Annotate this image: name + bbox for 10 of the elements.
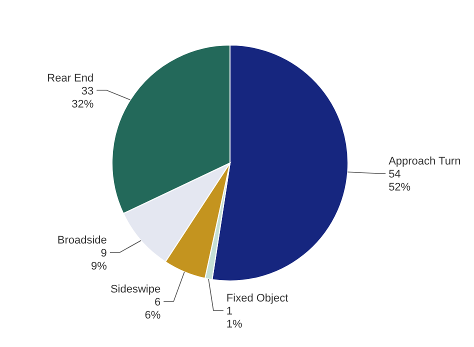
data-label: 6 6% bbox=[144, 296, 161, 322]
data-label: 54 52% bbox=[388, 168, 411, 194]
data-label: 33 32% bbox=[72, 85, 94, 110]
slice-label: Sideswipe bbox=[110, 283, 161, 296]
slice-label: Rear End bbox=[47, 72, 94, 84]
slice-label: Broadside bbox=[57, 234, 107, 246]
slice-label: Fixed Object bbox=[226, 292, 288, 304]
slice-label: Approach Turn bbox=[388, 155, 461, 168]
data-label: 1 1% bbox=[226, 305, 243, 330]
data-label: 9 9% bbox=[91, 247, 108, 272]
